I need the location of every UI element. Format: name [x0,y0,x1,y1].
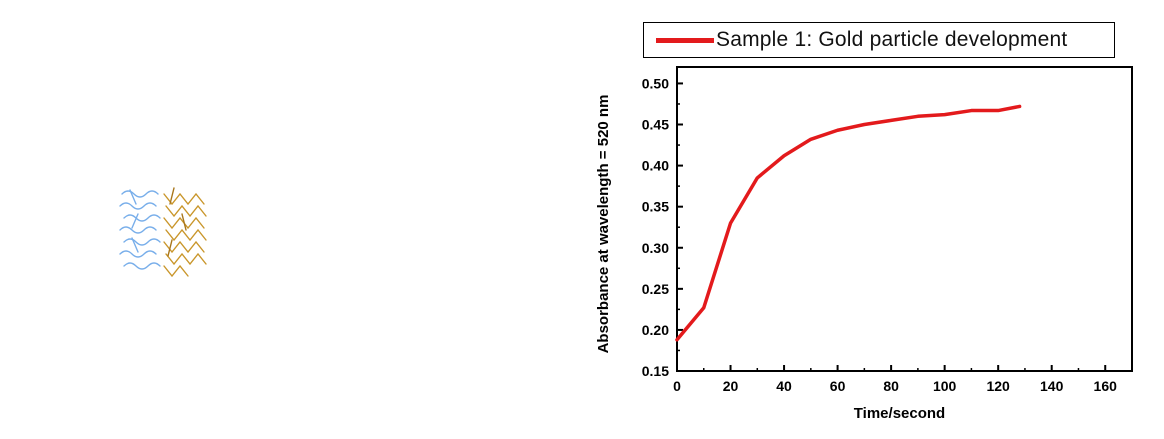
legend-swatch [656,38,714,43]
y-tick-label: 0.45 [642,117,669,133]
y-tick-label: 0.40 [642,158,669,174]
y-tick-label: 0.50 [642,75,669,91]
x-tick-label: 0 [673,378,681,394]
x-tick-label: 140 [1040,378,1064,394]
x-tick-label: 60 [830,378,846,394]
y-tick-label: 0.30 [642,240,669,256]
x-tick-label: 160 [1094,378,1118,394]
chart-legend: Sample 1: Gold particle development [643,22,1115,58]
y-tick-label: 0.20 [642,322,669,338]
x-tick-label: 120 [986,378,1010,394]
series-line [675,104,1022,342]
x-axis-title: Time/second [854,405,945,422]
plot-frame [676,66,1133,372]
y-tick-label: 0.25 [642,281,669,297]
y-tick-label: 0.35 [642,199,669,215]
molecule-structure-icon [119,187,207,278]
y-tick-label: 0.15 [642,363,669,379]
y-axis-title: Absorbance at wavelength = 520 nm [595,95,612,354]
x-tick-label: 40 [776,378,792,394]
x-tick-label: 100 [933,378,957,394]
legend-label: Sample 1: Gold particle development [716,28,1068,51]
x-tick-label: 80 [883,378,899,394]
x-tick-label: 20 [723,378,739,394]
